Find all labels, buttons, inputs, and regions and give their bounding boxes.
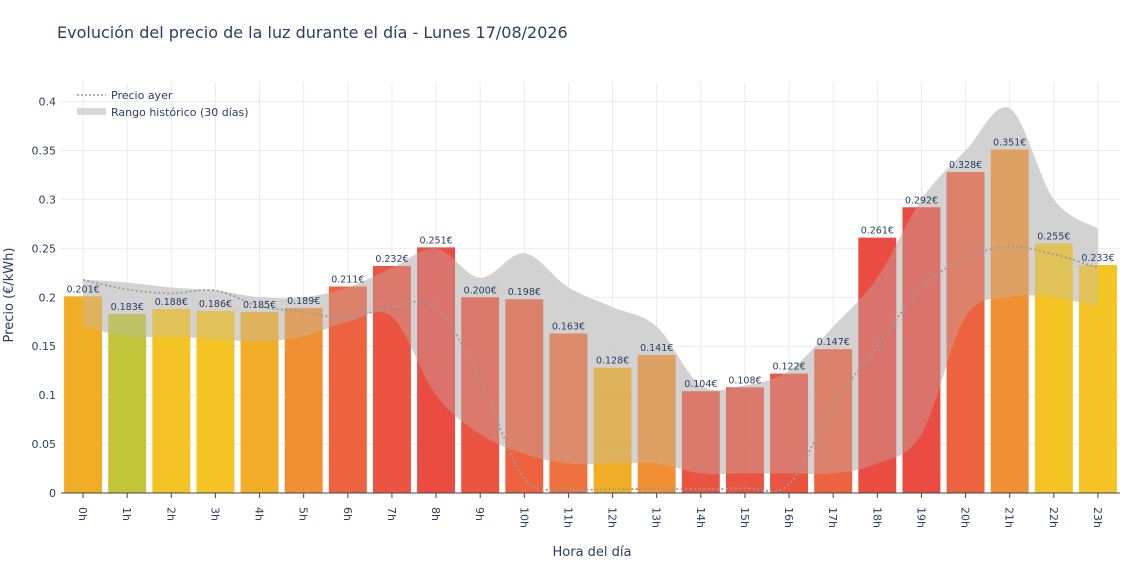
price-bar (725, 387, 764, 493)
bar-value-label: 0.188€ (155, 297, 188, 308)
x-tick-label: 6h (341, 507, 354, 521)
x-tick-label: 21h (1003, 507, 1016, 528)
price-bar (461, 297, 500, 493)
price-bar (1034, 243, 1073, 493)
history-band-overlay-shape (83, 107, 1098, 475)
price-bar (328, 286, 367, 493)
bar-value-label: 0.200€ (464, 285, 497, 296)
legend-yesterday-label: Precio ayer (111, 89, 173, 102)
bar-value-label: 0.232€ (375, 254, 408, 265)
x-tick-label: 5h (297, 507, 310, 521)
x-tick-label: 15h (738, 507, 751, 528)
bar-value-label: 0.233€ (1081, 253, 1114, 264)
x-tick-label: 2h (164, 507, 177, 521)
bar-value-label: 0.128€ (596, 356, 629, 367)
x-tick-label: 14h (694, 507, 707, 528)
bar-value-label: 0.198€ (508, 287, 541, 298)
value-label-layer: 0.201€ 0.183€ 0.188€ 0.186€ 0.185€ 0.189€ 0.21… (66, 138, 1114, 391)
price-bar (858, 237, 897, 493)
price-bar (196, 310, 235, 493)
chart-title: Evolución del precio de la luz durante e… (57, 23, 568, 42)
y-tick-label: 0.25 (32, 242, 57, 255)
x-tick-label: 13h (650, 507, 663, 528)
bar-value-label: 0.186€ (199, 299, 232, 310)
bar-value-label: 0.211€ (331, 275, 364, 286)
price-bar (64, 296, 103, 493)
x-axis-title: Hora del día (553, 545, 632, 560)
bar-value-label: 0.189€ (287, 296, 320, 307)
bar-value-label: 0.122€ (772, 362, 805, 373)
bar-value-label: 0.255€ (1037, 231, 1070, 242)
price-bar (990, 149, 1029, 493)
price-bar (152, 309, 191, 493)
bar-value-label: 0.104€ (684, 379, 717, 390)
legend-history-swatch (77, 108, 106, 115)
x-tick-label: 23h (1091, 507, 1104, 528)
axis-layer: 0 0.05 0.1 0.15 0.2 0.25 0.3 0.35 0.4 0h 1h 2h 3h 4h 5… (32, 96, 1120, 528)
x-tick-label: 3h (208, 507, 221, 521)
y-tick-label: 0.05 (32, 438, 57, 451)
x-tick-label: 9h (473, 507, 486, 521)
y-tick-label: 0.1 (39, 389, 57, 402)
y-tick-label: 0 (49, 487, 56, 500)
bar-value-label: 0.185€ (243, 300, 276, 311)
price-bar (1078, 264, 1117, 493)
bar-value-label: 0.251€ (419, 235, 452, 246)
y-tick-label: 0.4 (39, 96, 57, 109)
price-bar (108, 313, 147, 493)
price-bar (417, 247, 456, 493)
bar-value-label: 0.351€ (993, 138, 1026, 149)
bar-value-label: 0.141€ (640, 343, 673, 354)
price-bar (681, 391, 720, 493)
price-bar (593, 367, 632, 493)
yesterday-price-line (82, 245, 1099, 493)
x-tick-label: 0h (76, 507, 89, 521)
price-bar (814, 349, 853, 493)
x-tick-label: 7h (385, 507, 398, 521)
y-tick-label: 0.3 (39, 193, 57, 206)
y-axis-title: Precio (€/kWh) (2, 248, 17, 343)
price-bar (902, 207, 941, 493)
y-tick-label: 0.15 (32, 340, 57, 353)
bar-value-label: 0.328€ (949, 160, 982, 171)
yesterday-line-layer (82, 245, 1099, 493)
x-tick-label: 10h (517, 507, 530, 528)
x-tick-label: 17h (826, 507, 839, 528)
bar-value-label: 0.108€ (728, 375, 761, 386)
legend: Precio ayer Rango histórico (30 días) (77, 89, 249, 119)
history-band-overlay (83, 107, 1098, 475)
price-bar (372, 265, 411, 493)
x-tick-label: 18h (870, 507, 883, 528)
price-bar (770, 373, 809, 493)
price-bar (240, 311, 279, 493)
bar-value-label: 0.147€ (817, 337, 850, 348)
x-tick-label: 20h (959, 507, 972, 528)
x-tick-label: 19h (914, 507, 927, 528)
x-tick-label: 11h (561, 507, 574, 528)
x-tick-label: 8h (429, 507, 442, 521)
price-bar (637, 355, 676, 493)
bar-value-label: 0.292€ (905, 195, 938, 206)
price-bar (946, 172, 985, 493)
bar-value-label: 0.201€ (66, 284, 99, 295)
legend-history-label: Rango histórico (30 días) (111, 106, 249, 119)
y-tick-label: 0.2 (39, 291, 57, 304)
bar-value-label: 0.261€ (861, 226, 894, 237)
x-tick-label: 4h (253, 507, 266, 521)
bar-value-label: 0.183€ (111, 302, 144, 313)
y-tick-label: 0.35 (32, 145, 57, 158)
price-bar (284, 308, 323, 493)
price-bar (549, 333, 588, 493)
x-tick-label: 12h (606, 507, 619, 528)
x-tick-label: 22h (1047, 507, 1060, 528)
x-tick-label: 16h (782, 507, 795, 528)
bar-value-label: 0.163€ (552, 321, 585, 332)
bar-layer (64, 149, 1117, 493)
x-tick-label: 1h (120, 507, 133, 521)
price-bar (505, 299, 544, 493)
